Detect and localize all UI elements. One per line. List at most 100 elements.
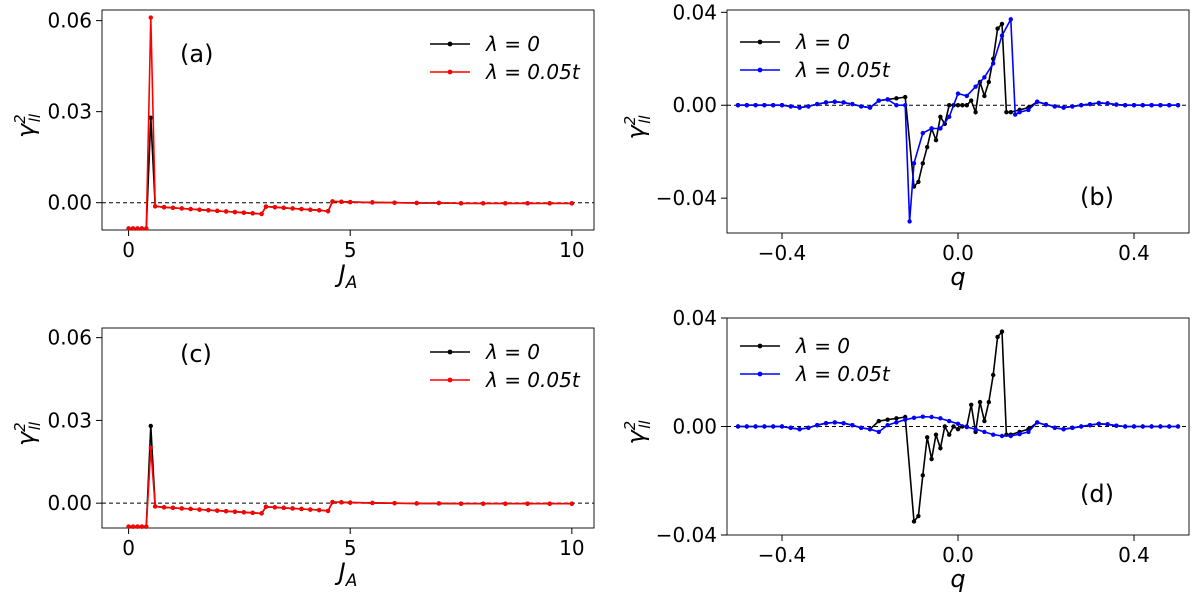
series-line bbox=[128, 447, 572, 528]
data-point bbox=[1167, 424, 1172, 429]
data-point bbox=[894, 96, 899, 101]
data-point bbox=[1140, 103, 1146, 108]
data-point bbox=[920, 130, 925, 136]
panel-a: 0 5 10 0.00 0.03 0.06 JA γ2ll λ = 0 λ = 0.05t (a) bbox=[11, 9, 595, 293]
data-point bbox=[955, 427, 961, 432]
data-point bbox=[969, 402, 974, 407]
data-point bbox=[991, 372, 996, 378]
data-point bbox=[139, 524, 145, 529]
data-point bbox=[947, 432, 952, 437]
data-point bbox=[503, 201, 508, 206]
panel-label: (b) bbox=[1080, 183, 1114, 211]
y-tick-label: 0.06 bbox=[47, 326, 92, 350]
data-point bbox=[130, 524, 136, 529]
series-line bbox=[128, 117, 572, 230]
series-1 bbox=[126, 445, 575, 529]
data-point bbox=[197, 207, 202, 212]
data-point bbox=[920, 473, 925, 478]
data-point bbox=[152, 204, 158, 209]
data-point bbox=[1035, 420, 1040, 425]
y-tick-label: 0.00 bbox=[47, 491, 92, 515]
data-point bbox=[458, 201, 464, 206]
data-point bbox=[841, 421, 846, 426]
data-point bbox=[263, 204, 269, 209]
data-point bbox=[272, 505, 278, 510]
data-point bbox=[832, 99, 837, 104]
y-tick-label: 0.03 bbox=[47, 408, 92, 432]
data-point bbox=[925, 435, 930, 440]
plot-frame bbox=[101, 9, 595, 231]
series-1 bbox=[126, 15, 575, 231]
data-point bbox=[1070, 425, 1075, 431]
data-point bbox=[903, 103, 908, 108]
data-point bbox=[986, 399, 991, 405]
data-point bbox=[126, 226, 131, 231]
data-point bbox=[1017, 431, 1022, 437]
data-point bbox=[1149, 103, 1154, 108]
data-point bbox=[982, 418, 987, 424]
data-point bbox=[330, 199, 335, 204]
y-tick-label: 0.00 bbox=[672, 415, 717, 439]
data-point bbox=[982, 93, 987, 99]
data-point bbox=[973, 427, 978, 432]
data-point bbox=[929, 414, 934, 420]
data-point bbox=[859, 104, 864, 109]
data-point bbox=[964, 103, 969, 108]
data-point bbox=[1114, 102, 1119, 107]
data-point bbox=[392, 200, 397, 205]
data-point bbox=[1149, 424, 1154, 429]
data-point bbox=[290, 506, 295, 511]
data-point bbox=[999, 21, 1005, 27]
data-point bbox=[753, 103, 758, 108]
data-point bbox=[982, 75, 987, 80]
data-point bbox=[414, 501, 419, 506]
panel-label: (c) bbox=[180, 340, 212, 368]
legend: λ = 0 λ = 0.05t bbox=[430, 340, 581, 392]
series-0 bbox=[126, 423, 575, 529]
data-point bbox=[911, 161, 917, 166]
data-point bbox=[964, 424, 969, 430]
x-tick-label: 5 bbox=[344, 238, 357, 262]
data-point bbox=[325, 208, 331, 214]
data-point bbox=[885, 97, 890, 102]
y-tick-label: 0.00 bbox=[47, 191, 92, 215]
data-point bbox=[263, 504, 269, 509]
data-point bbox=[1079, 424, 1084, 429]
data-point bbox=[1158, 103, 1163, 108]
data-point bbox=[973, 84, 978, 89]
data-point bbox=[259, 211, 264, 217]
legend-swatch-marker bbox=[757, 343, 763, 349]
data-point bbox=[933, 137, 939, 143]
data-point bbox=[232, 209, 238, 215]
data-point bbox=[152, 504, 158, 509]
x-tick-label: 0 bbox=[122, 536, 135, 560]
data-point bbox=[414, 200, 419, 206]
data-point bbox=[130, 226, 136, 231]
data-point bbox=[1079, 103, 1084, 108]
data-point bbox=[903, 417, 908, 422]
data-point bbox=[867, 105, 873, 110]
data-point bbox=[969, 98, 974, 103]
data-point bbox=[241, 510, 247, 515]
legend-swatch-marker bbox=[757, 39, 763, 45]
data-point bbox=[144, 524, 149, 529]
series-line bbox=[128, 17, 572, 230]
data-point bbox=[299, 506, 304, 512]
data-point bbox=[458, 501, 464, 506]
data-point bbox=[525, 201, 530, 206]
data-point bbox=[876, 429, 881, 435]
y-tick-label: −0.04 bbox=[656, 523, 717, 547]
legend-swatch-marker bbox=[447, 41, 453, 47]
data-point bbox=[1114, 423, 1119, 428]
data-point bbox=[1105, 101, 1110, 106]
data-point bbox=[170, 505, 176, 511]
legend-entry: λ = 0.05t bbox=[795, 58, 891, 82]
data-point bbox=[1035, 99, 1040, 104]
data-point bbox=[850, 101, 855, 107]
data-point bbox=[986, 79, 991, 85]
x-axis-title: q bbox=[950, 263, 965, 291]
data-point bbox=[148, 423, 153, 429]
data-point bbox=[370, 200, 375, 205]
data-point bbox=[480, 501, 486, 506]
